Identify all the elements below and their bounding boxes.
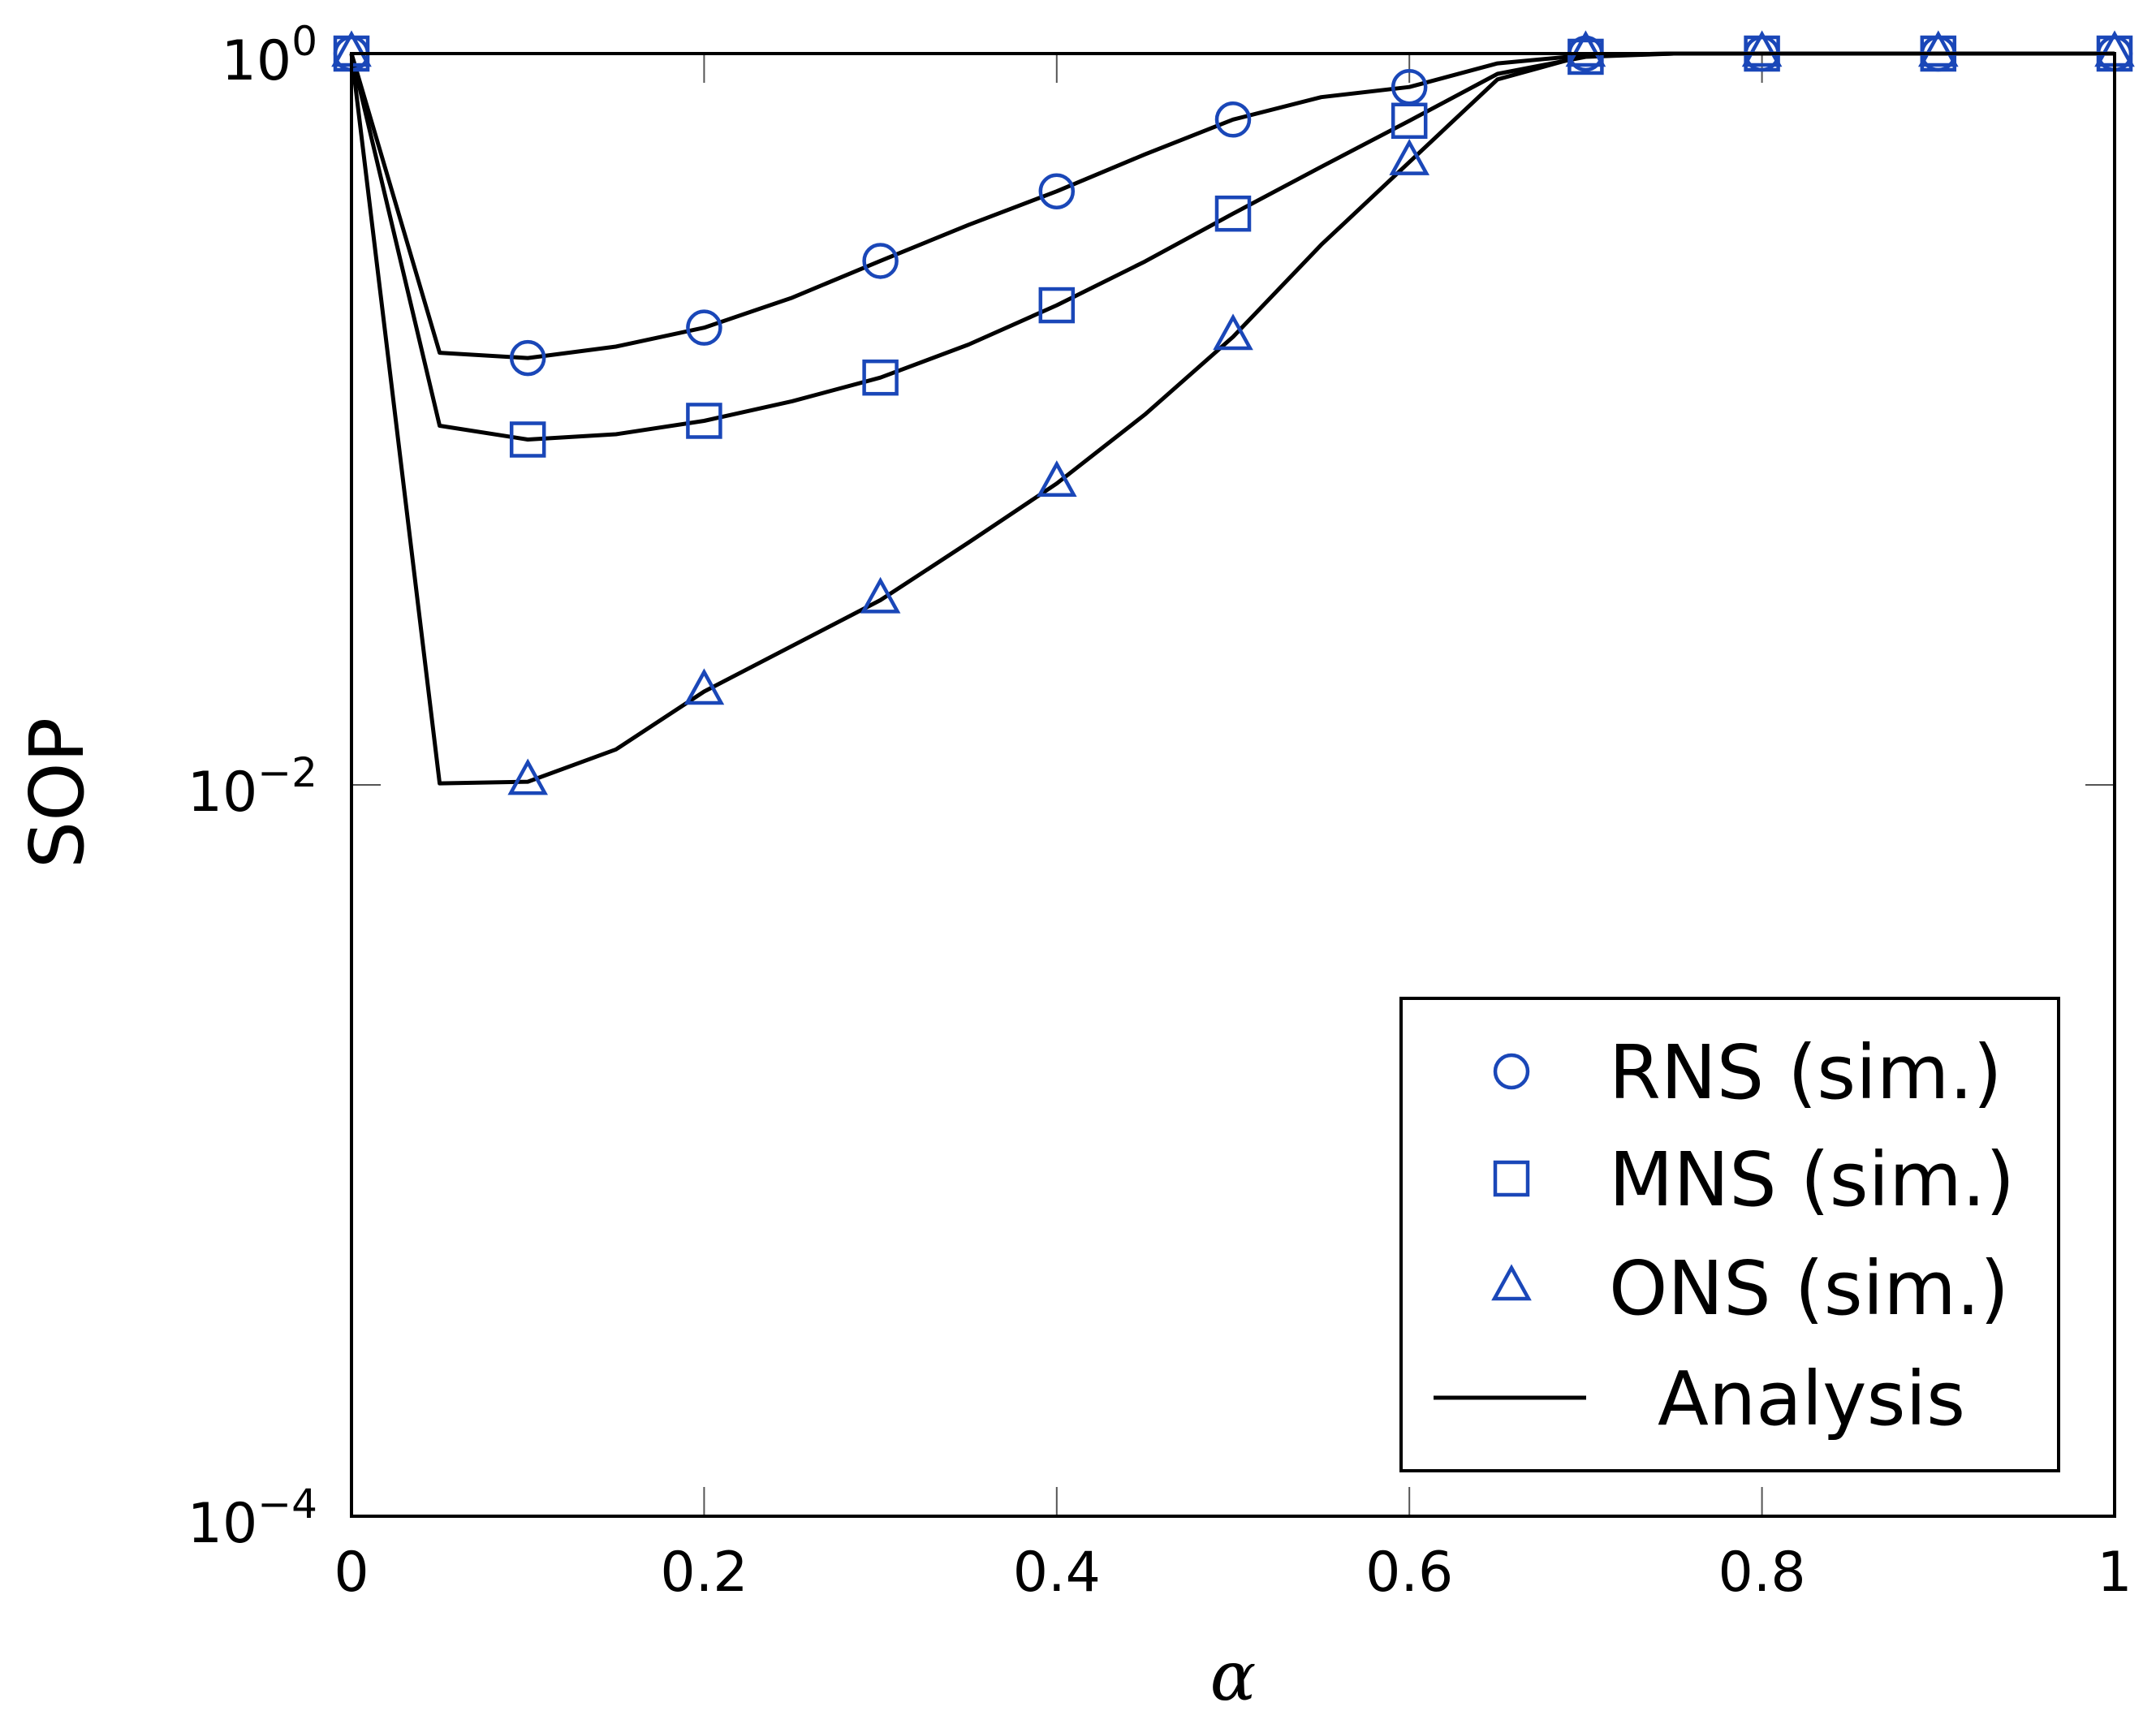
y-tick-label-2: 100	[222, 18, 317, 93]
legend-square-icon	[1493, 1160, 1530, 1197]
legend-label: ONS (sim.)	[1609, 1245, 2009, 1332]
triangle-marker-point	[860, 576, 901, 614]
triangle-marker-point	[507, 758, 549, 795]
triangle-marker-point	[1036, 460, 1077, 497]
y-tick-label-1: 10−2	[188, 749, 317, 825]
triangle-marker-point	[1917, 30, 1959, 67]
x-axis-title: α	[1210, 1636, 1257, 1716]
triangle-marker-point	[683, 668, 725, 705]
x-tick-label-5: 1	[2097, 1541, 2132, 1605]
series-triangle-markers	[331, 30, 2135, 795]
y-tick-base: 10	[222, 29, 292, 93]
y-tick-base: 10	[188, 1492, 258, 1556]
circle-marker-point	[1214, 101, 1252, 138]
y-tick-exponent: −4	[257, 1480, 317, 1528]
square-marker-point	[1038, 287, 1076, 324]
square-marker-point	[1567, 38, 1604, 75]
square-marker-point	[1214, 195, 1252, 232]
x-tick-labels: 0 0.2 0.4 0.6 0.8 1	[334, 1541, 2132, 1605]
legend: RNS (sim.) MNS (sim.) ONS (sim.) Analysis	[1399, 997, 2060, 1472]
legend-label: Analysis	[1658, 1355, 1965, 1442]
legend-circle-icon	[1493, 1053, 1530, 1090]
legend-entry-2: ONS (sim.)	[1491, 1245, 2009, 1332]
circle-marker-point	[686, 309, 722, 346]
circle-marker-point	[1038, 173, 1076, 209]
circle-marker-point	[862, 243, 899, 279]
triangle-marker-point	[1389, 139, 1430, 175]
y-tick-exponent: 0	[291, 18, 317, 65]
legend-label: MNS (sim.)	[1609, 1136, 2015, 1223]
triangle-marker-point	[1741, 30, 1783, 67]
square-marker-point	[509, 421, 546, 458]
legend-triangle-icon	[1491, 1264, 1532, 1301]
square-marker-point	[686, 403, 722, 439]
legend-entry-0: RNS (sim.)	[1493, 1029, 2003, 1116]
y-tick-exponent: −2	[257, 749, 317, 796]
legend-entry-3: Analysis	[1434, 1355, 1965, 1442]
y-tick-base: 10	[188, 761, 258, 825]
x-tick-label-0: 0	[334, 1541, 369, 1605]
x-tick-label-1: 0.2	[660, 1541, 748, 1605]
square-marker-point	[1391, 102, 1428, 140]
circle-marker-point	[509, 339, 546, 377]
legend-label: RNS (sim.)	[1609, 1029, 2003, 1116]
x-tick-label-3: 0.6	[1365, 1541, 1453, 1605]
legend-box	[1399, 997, 2060, 1472]
triangle-marker-point	[1565, 30, 1606, 67]
plot-area-frame	[350, 52, 2116, 1518]
legend-entry-1: MNS (sim.)	[1493, 1136, 2015, 1223]
x-tick-label-2: 0.4	[1013, 1541, 1101, 1605]
triangle-marker-point	[1213, 313, 1253, 351]
x-tick-label-4: 0.8	[1718, 1541, 1806, 1605]
legend-items: RNS (sim.) MNS (sim.) ONS (sim.) Analysis	[1434, 1029, 2015, 1442]
y-tick-label-0: 10−4	[188, 1480, 317, 1556]
y-axis-title: SOP	[14, 718, 101, 868]
square-marker-point	[862, 359, 899, 396]
